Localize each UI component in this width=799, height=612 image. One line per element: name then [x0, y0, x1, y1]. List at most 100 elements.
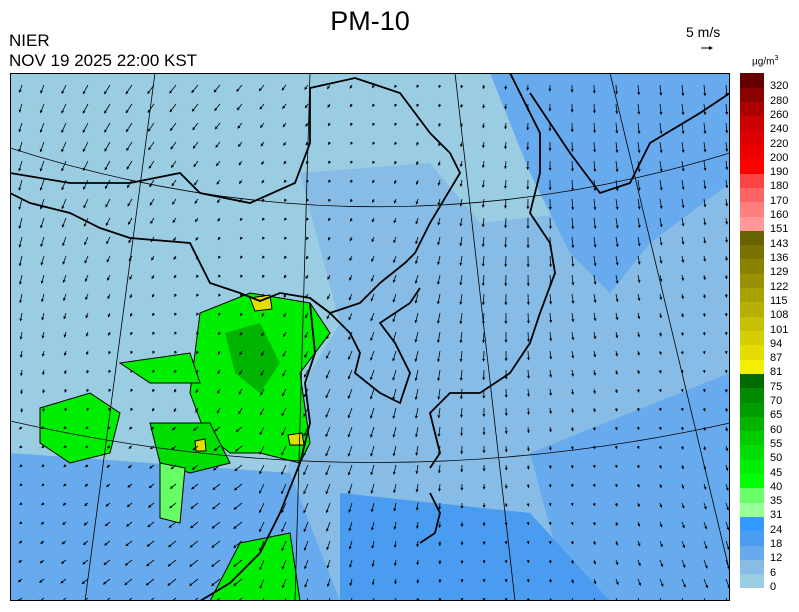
wind-arrow-head: [414, 339, 418, 343]
wind-arrow-head: [615, 188, 619, 191]
wind-arrow-head: [347, 376, 351, 380]
wind-arrow-head: [41, 502, 45, 506]
wind-arrow-head: [19, 300, 23, 303]
wind-arrow-head: [193, 427, 197, 431]
wind-arrow-head: [233, 564, 237, 567]
wind-arrow-head: [636, 445, 640, 449]
wind-arrow-head: [193, 145, 196, 149]
wind-arrow-head: [570, 503, 574, 506]
unit-text: µg/m: [752, 56, 775, 68]
wind-arrow-head: [637, 243, 641, 247]
wind-arrow-head: [106, 464, 110, 468]
wind-arrow-head: [637, 523, 641, 527]
wind-arrow-head: [592, 427, 596, 431]
wind-arrow-head: [703, 258, 707, 262]
wind-arrow-head: [438, 123, 442, 127]
wind-arrow-head: [284, 255, 287, 259]
wind-arrow-head: [62, 242, 65, 246]
wind-arrow-head: [503, 166, 508, 169]
wind-arrow-head: [348, 317, 352, 321]
wind-arrow-head: [659, 168, 663, 172]
wind-arrow-head: [150, 426, 154, 430]
wind-arrow-head: [436, 281, 441, 285]
legend-bin: [740, 487, 764, 503]
wind-arrow-head: [281, 432, 285, 436]
wind-arrow-head: [349, 85, 353, 89]
wind-arrow-head: [504, 431, 508, 434]
wind-arrow-head: [107, 445, 111, 449]
legend-bin: [740, 473, 764, 489]
wind-arrow-head: [174, 331, 178, 335]
wind-arrow: [725, 597, 728, 601]
wind-arrow-head: [147, 90, 151, 94]
wind-arrow-head: [127, 203, 131, 207]
wind-arrow-head: [615, 111, 619, 114]
wind-arrow-head: [481, 302, 485, 305]
wind-arrow-head: [42, 390, 46, 394]
wind-arrow-head: [482, 468, 486, 472]
wind-arrow-head: [259, 509, 262, 513]
wind-arrow-head: [148, 504, 152, 508]
wind-arrow-head: [328, 237, 331, 241]
wind-arrow-head: [392, 396, 396, 400]
wind-arrow-head: [615, 206, 619, 210]
wind-arrow-head: [680, 446, 684, 450]
wind-arrow-head: [415, 471, 419, 474]
pm10-map[interactable]: [10, 73, 730, 601]
wind-arrow-head: [570, 465, 574, 469]
wind-arrow-head: [170, 146, 174, 150]
wind-arrow-head: [703, 167, 707, 171]
wind-arrow-head: [724, 313, 728, 317]
legend-tick-label: 122: [770, 280, 789, 293]
wind-arrow-head: [548, 503, 552, 507]
wind-arrow-head: [392, 338, 396, 342]
wind-arrow-head: [325, 491, 329, 495]
wind-arrow-head: [306, 179, 310, 183]
wind-arrow-head: [174, 312, 178, 316]
wind-arrow-head: [702, 295, 706, 299]
wind-arrow-head: [146, 543, 150, 547]
wind-arrow-head: [703, 130, 707, 134]
wind-arrow-head: [214, 107, 218, 111]
legend-bin: [740, 273, 764, 289]
wind-arrow-head: [327, 256, 331, 260]
wind-arrow-head: [40, 90, 44, 94]
legend-tick-label: 87: [770, 352, 783, 365]
wind-arrow-head: [725, 203, 729, 207]
wind-arrow-head: [350, 199, 353, 203]
legend-tick-label: 240: [770, 123, 789, 136]
legend-tick-label: 200: [770, 151, 789, 164]
wind-arrow: [149, 597, 155, 601]
legend-bin: [740, 444, 764, 460]
wind-arrow-head: [129, 426, 133, 430]
legend-bin: [740, 344, 764, 360]
wind-arrow-head: [393, 200, 397, 204]
wind-arrow-head: [237, 125, 241, 129]
wind-arrow-head: [415, 162, 419, 165]
wind-arrow-head: [349, 564, 353, 568]
unit-label: µg/m3: [752, 55, 778, 67]
wind-arrow-head: [213, 448, 217, 451]
wind-arrow-head: [369, 396, 373, 400]
wind-arrow-head: [592, 541, 596, 545]
wind-arrow-head: [192, 108, 195, 112]
wind-arrow-head: [259, 490, 262, 494]
wind-arrow-head: [63, 464, 67, 467]
wind-arrow-head: [85, 464, 89, 468]
wind-arrow-head: [592, 522, 596, 526]
wind-arrow-head: [370, 490, 374, 494]
wind-arrow-head: [680, 351, 684, 355]
wind-arrow-head: [438, 580, 442, 583]
wind-arrow-head: [216, 181, 220, 185]
wind-arrow-head: [19, 464, 23, 467]
wind-arrow-head: [234, 487, 238, 491]
wind-arrow-head: [526, 283, 530, 286]
wind-arrow-head: [526, 357, 531, 361]
wind-arrow-head: [63, 426, 67, 429]
wind-arrow-head: [371, 527, 375, 531]
wind-arrow-head: [195, 409, 199, 413]
wind-arrow-head: [261, 313, 265, 317]
wind-arrow-head: [350, 179, 354, 183]
wind-arrow-head: [236, 88, 240, 92]
wind-arrow-head: [85, 296, 89, 300]
